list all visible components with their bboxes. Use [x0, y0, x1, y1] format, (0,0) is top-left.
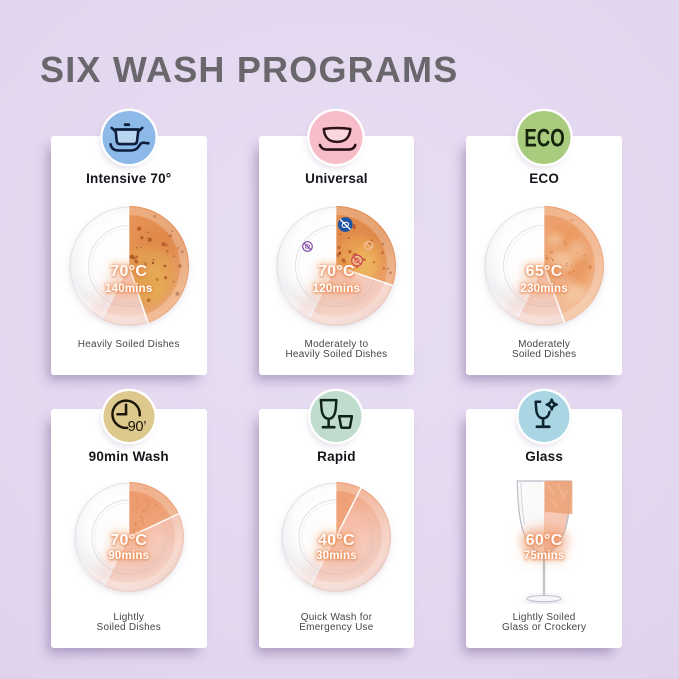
svg-text:90’: 90’	[128, 419, 147, 435]
svg-text:ECO: ECO	[524, 124, 564, 152]
